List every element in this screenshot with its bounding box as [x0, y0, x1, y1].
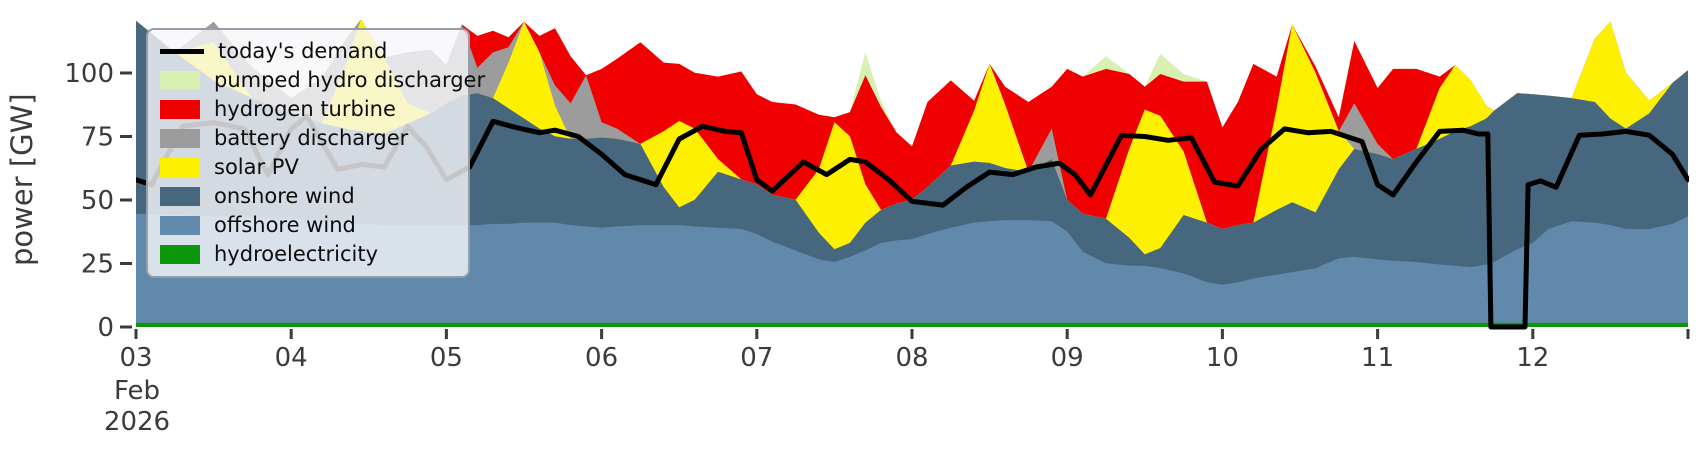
y-tick-label: 50 — [81, 186, 114, 216]
y-tick-label: 100 — [64, 59, 114, 89]
legend-item: offshore wind — [160, 211, 456, 240]
x-tick-label: 12 — [1516, 343, 1549, 373]
legend-item-label: today's demand — [218, 39, 388, 63]
legend-item: solar PV — [160, 153, 456, 182]
legend-item-label: pumped hydro discharger — [214, 68, 486, 92]
x-tick-label: 10 — [1206, 343, 1239, 373]
y-tick-label: 0 — [97, 313, 114, 343]
legend-swatch-icon — [160, 49, 204, 54]
x-tick-label: 09 — [1051, 343, 1084, 373]
x-tick-label: 06 — [585, 343, 618, 373]
legend-item-label: battery discharger — [214, 126, 409, 150]
y-tick-label: 25 — [81, 250, 114, 280]
legend-item-label: offshore wind — [214, 213, 356, 237]
legend-swatch-icon — [160, 245, 200, 264]
x-tick-label: 11 — [1361, 343, 1394, 373]
y-axis-label: power [GW] — [5, 93, 39, 267]
legend-item-label: hydrogen turbine — [214, 97, 396, 121]
legend-swatch-icon — [160, 129, 200, 148]
stacked-areas — [136, 20, 1689, 330]
legend-item: pumped hydro discharger — [160, 66, 485, 95]
x-tick-label: 07 — [740, 343, 773, 373]
legend-swatch-icon — [160, 187, 200, 206]
legend-item: hydrogen turbine — [160, 95, 456, 124]
x-tick-label: 03 — [119, 343, 152, 373]
legend-item-label: solar PV — [214, 155, 299, 179]
x-axis-month-year-label: 2026 — [104, 407, 170, 437]
legend-item: hydroelectricity — [160, 240, 456, 269]
area-hydroelectricity — [136, 322, 1688, 327]
legend-swatch-icon — [160, 100, 200, 119]
legend: today's demand pumped hydro discharger h… — [146, 28, 485, 278]
y-tick-label: 75 — [81, 123, 114, 153]
legend-swatch-icon — [160, 71, 200, 90]
x-tick-label: 08 — [895, 343, 928, 373]
legend-item-label: hydroelectricity — [214, 242, 379, 266]
legend-item: onshore wind — [160, 182, 456, 211]
legend-item: battery discharger — [160, 124, 456, 153]
x-tick-label: 04 — [275, 343, 308, 373]
x-axis-month-year-label: Feb — [114, 376, 160, 406]
legend-item: today's demand — [160, 37, 456, 66]
legend-item-label: onshore wind — [214, 184, 355, 208]
x-tick-label: 05 — [430, 343, 463, 373]
area-offshore-wind — [136, 213, 1688, 327]
legend-swatch-icon — [160, 158, 200, 177]
legend-swatch-icon — [160, 216, 200, 235]
